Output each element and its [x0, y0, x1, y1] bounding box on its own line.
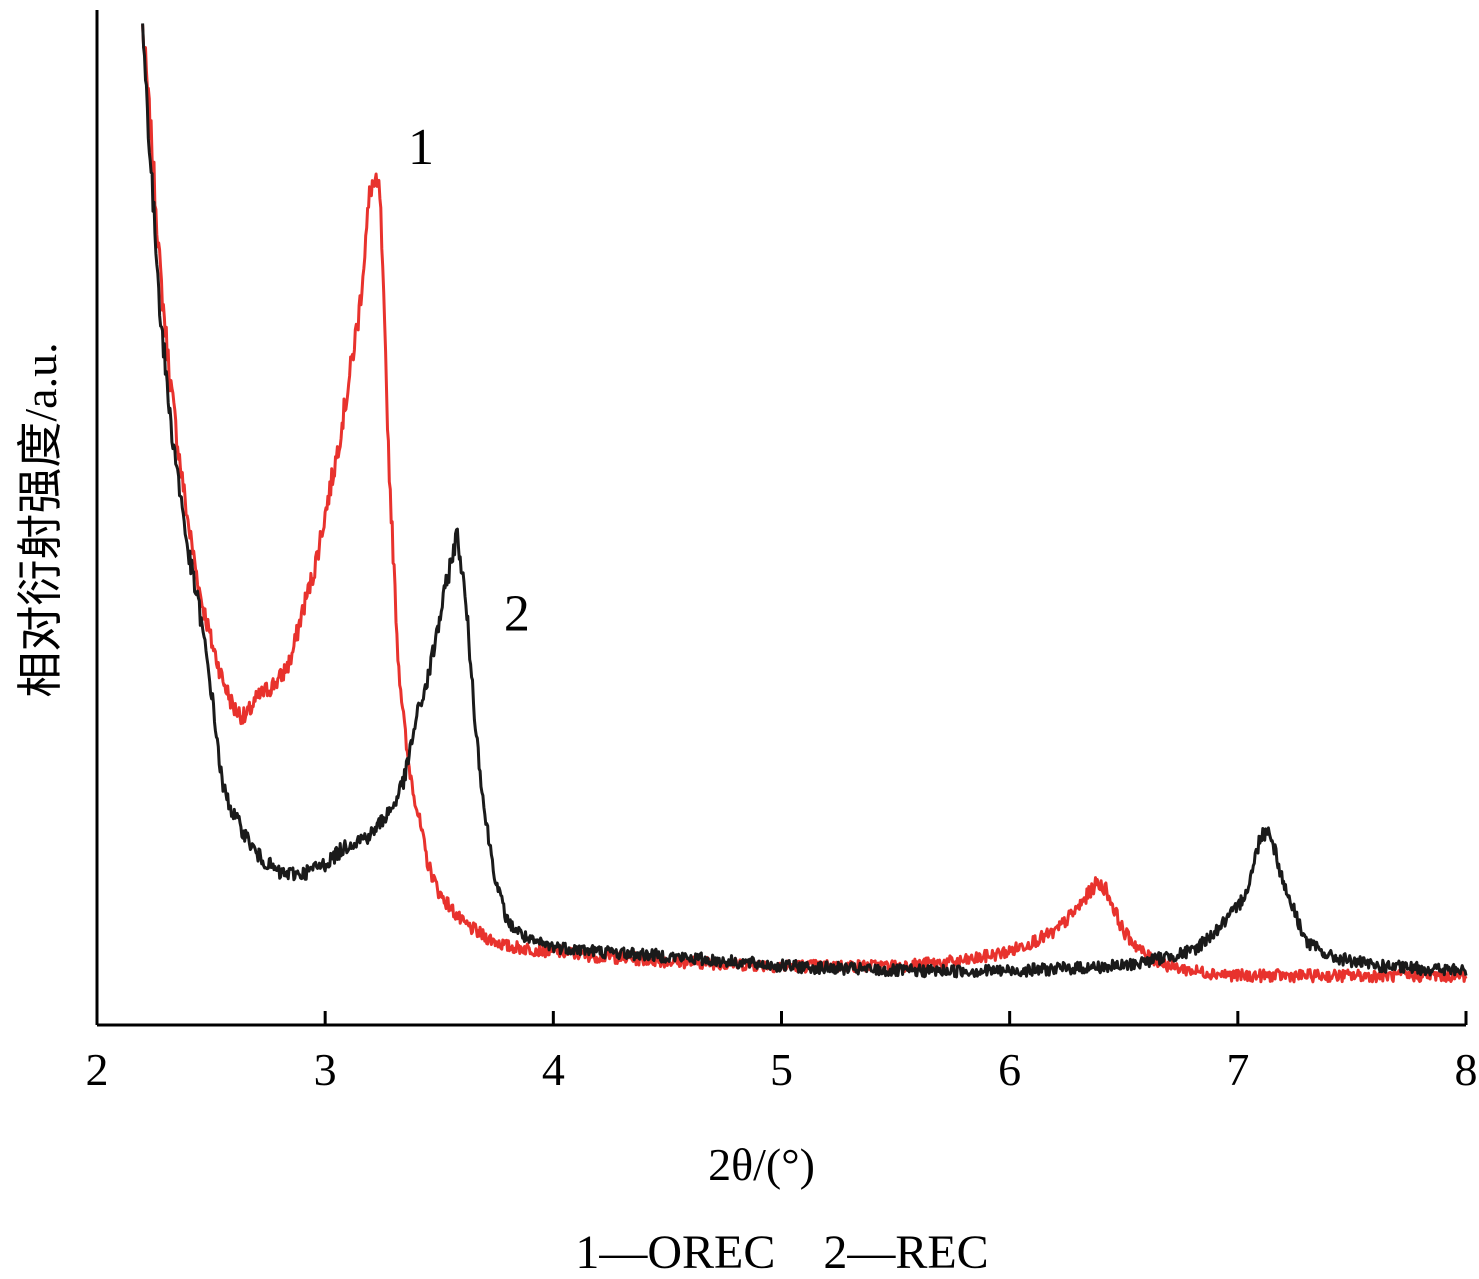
x-tick-label-2: 2 [86, 1044, 109, 1095]
series-label-2: 2 [504, 586, 530, 643]
series-2-line [141, 23, 1468, 979]
y-axis-title: 相对衍射强度/a.u. [15, 342, 66, 697]
x-tick-label-6: 6 [998, 1044, 1021, 1095]
x-tick-label-4: 4 [542, 1044, 565, 1095]
x-axis-title: 2θ/(°) [708, 1139, 815, 1190]
x-tick-label-7: 7 [1226, 1044, 1249, 1095]
legend-caption: 1—OREC 2—REC [575, 1226, 988, 1279]
series-layer [141, 23, 1468, 984]
series-label-1: 1 [408, 119, 434, 176]
annotation-layer: 12 [408, 119, 530, 643]
x-tick-label-3: 3 [314, 1044, 337, 1095]
x-tick-label-8: 8 [1455, 1044, 1478, 1095]
tick-layer: 2 3 4 5 6 7 8 [86, 1011, 1478, 1095]
series-1-line [141, 24, 1468, 984]
x-tick-label-5: 5 [770, 1044, 793, 1095]
